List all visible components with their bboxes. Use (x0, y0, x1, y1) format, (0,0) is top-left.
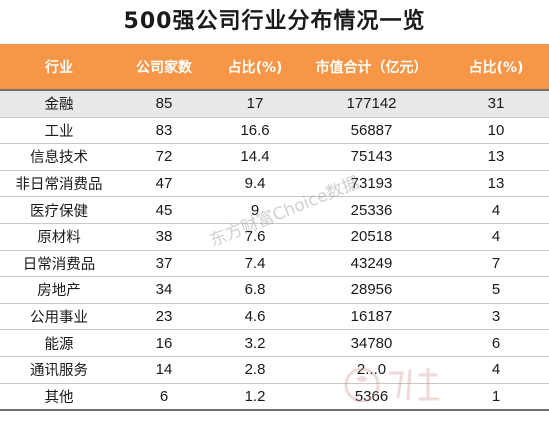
table-row: 公用事业 23 4.6 16187 3 (0, 303, 549, 331)
cell-industry: 其他 (0, 383, 118, 412)
header-company-count: 公司家数 (118, 44, 210, 90)
table-row: 原材料 38 7.6 20518 4 (0, 223, 549, 251)
cell-industry: 医疗保健 (0, 196, 118, 224)
cell-count-pct: 6.8 (210, 276, 300, 304)
cell-count: 37 (118, 250, 210, 278)
table-row: 金融 85 17 177142 31 (0, 88, 549, 118)
cell-industry: 房地产 (0, 276, 118, 304)
cell-count: 16 (118, 329, 210, 357)
cell-count: 45 (118, 196, 210, 224)
cell-market-cap: 16187 (300, 303, 443, 331)
cell-industry: 公用事业 (0, 303, 118, 331)
table-row: 医疗保健 45 9 25336 4 (0, 196, 549, 224)
cell-industry: 信息技术 (0, 143, 118, 171)
cell-count-pct: 17 (210, 88, 300, 118)
cell-cap-pct: 4 (443, 196, 549, 224)
cell-industry: 工业 (0, 117, 118, 145)
cell-cap-pct: 10 (443, 117, 549, 145)
cell-count-pct: 9 (210, 196, 300, 224)
table-row: 信息技术 72 14.4 75143 13 (0, 143, 549, 171)
cell-cap-pct: 13 (443, 143, 549, 171)
cell-market-cap: 73193 (300, 170, 443, 198)
cell-market-cap: 20518 (300, 223, 443, 251)
cell-count-pct: 7.6 (210, 223, 300, 251)
cell-cap-pct: 3 (443, 303, 549, 331)
header-industry: 行业 (0, 44, 118, 90)
cell-industry: 能源 (0, 329, 118, 357)
cell-count-pct: 2.8 (210, 356, 300, 384)
cell-market-cap: 25336 (300, 196, 443, 224)
cell-count: 83 (118, 117, 210, 145)
cell-market-cap: 34780 (300, 329, 443, 357)
cell-count-pct: 1.2 (210, 383, 300, 412)
cell-market-cap: 2...0 (300, 356, 443, 384)
page-title: 500强公司行业分布情况一览 (123, 9, 426, 34)
cell-count-pct: 7.4 (210, 250, 300, 278)
header-cap-pct: 占比(%) (443, 44, 549, 90)
table-row: 工业 83 16.6 56887 10 (0, 117, 549, 145)
table-row: 非日常消费品 47 9.4 73193 13 (0, 170, 549, 198)
cell-count-pct: 4.6 (210, 303, 300, 331)
cell-count: 14 (118, 356, 210, 384)
cell-count: 72 (118, 143, 210, 171)
table-row: 其他 6 1.2 5366 1 (0, 383, 549, 412)
cell-count: 85 (118, 88, 210, 118)
cell-count: 47 (118, 170, 210, 198)
cell-market-cap: 5366 (300, 383, 443, 412)
header-count-pct: 占比(%) (210, 44, 300, 90)
cell-count: 23 (118, 303, 210, 331)
cell-market-cap: 75143 (300, 143, 443, 171)
cell-count: 6 (118, 383, 210, 412)
cell-count-pct: 16.6 (210, 117, 300, 145)
cell-industry: 金融 (0, 88, 118, 118)
cell-cap-pct: 6 (443, 329, 549, 357)
cell-cap-pct: 4 (443, 356, 549, 384)
cell-market-cap: 177142 (300, 88, 443, 118)
cell-count: 34 (118, 276, 210, 304)
cell-market-cap: 43249 (300, 250, 443, 278)
cell-industry: 通讯服务 (0, 356, 118, 384)
cell-count-pct: 3.2 (210, 329, 300, 357)
table-row: 通讯服务 14 2.8 2...0 4 (0, 356, 549, 384)
cell-market-cap: 56887 (300, 117, 443, 145)
cell-cap-pct: 5 (443, 276, 549, 304)
cell-count-pct: 9.4 (210, 170, 300, 198)
table-body: 金融 85 17 177142 31 工业 83 16.6 56887 10 信… (0, 88, 549, 412)
cell-cap-pct: 7 (443, 250, 549, 278)
cell-count-pct: 14.4 (210, 143, 300, 171)
table-row: 日常消费品 37 7.4 43249 7 (0, 250, 549, 278)
cell-industry: 日常消费品 (0, 250, 118, 278)
cell-cap-pct: 4 (443, 223, 549, 251)
cell-cap-pct: 1 (443, 383, 549, 412)
cell-industry: 原材料 (0, 223, 118, 251)
header-market-cap: 市值合计（亿元） (300, 44, 443, 90)
cell-cap-pct: 31 (443, 88, 549, 118)
industry-table: 行业 公司家数 占比(%) 市值合计（亿元） 占比(%) 金融 85 17 17… (0, 44, 549, 412)
table-row: 房地产 34 6.8 28956 5 (0, 276, 549, 304)
cell-market-cap: 28956 (300, 276, 443, 304)
table-row: 能源 16 3.2 34780 6 (0, 329, 549, 357)
cell-cap-pct: 13 (443, 170, 549, 198)
cell-industry: 非日常消费品 (0, 170, 118, 198)
table-header-row: 行业 公司家数 占比(%) 市值合计（亿元） 占比(%) (0, 44, 549, 90)
cell-count: 38 (118, 223, 210, 251)
